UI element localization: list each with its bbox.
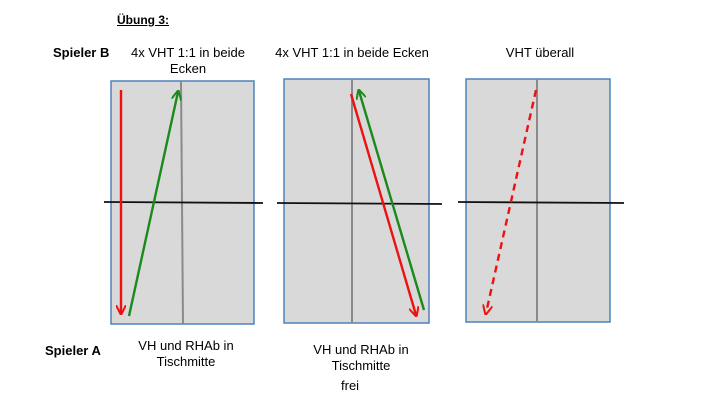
table-2-green-arrow [359, 91, 426, 311]
top-caption-3-line1: VHT überall [505, 45, 575, 60]
top-caption-3: VHT überall [480, 45, 600, 61]
bottom-caption-1: VH und RHAb in Tischmitte [118, 338, 254, 370]
top-caption-1-line1: 4x VHT 1:1 in beide [131, 45, 245, 60]
bottom-caption-2-line2: Tischmitte [331, 358, 391, 373]
table-1-net [103, 201, 264, 204]
table-2-net [276, 202, 443, 205]
player-a-label: Spieler A [45, 343, 101, 358]
table-2-red-arrow [349, 93, 416, 315]
table-2-surface [283, 78, 430, 324]
table-1 [103, 80, 264, 325]
top-caption-2: 4x VHT 1:1 in beide Ecken [263, 45, 441, 61]
table-1-green-arrow [127, 92, 178, 317]
bottom-caption-1-line1: VH und RHAb in [138, 338, 234, 353]
top-caption-2-line1: 4x VHT 1:1 in beide Ecken [275, 45, 429, 60]
footer-text: frei [341, 378, 360, 393]
top-caption-1: 4x VHT 1:1 in beide Ecken [112, 45, 264, 77]
bottom-caption-2-line1: VH und RHAb in [313, 342, 409, 357]
bottom-caption-1-line2: Tischmitte [156, 354, 216, 369]
exercise-title: Übung 3: [117, 13, 169, 27]
table-3-red-dashed-arrow [486, 89, 538, 313]
top-caption-1-line2: Ecken [169, 61, 207, 76]
player-b-label: Spieler B [53, 45, 110, 60]
table-3-net [457, 201, 625, 204]
table-2 [276, 78, 443, 324]
bottom-caption-2: VH und RHAb in Tischmitte [293, 342, 429, 374]
table-3 [457, 78, 625, 323]
